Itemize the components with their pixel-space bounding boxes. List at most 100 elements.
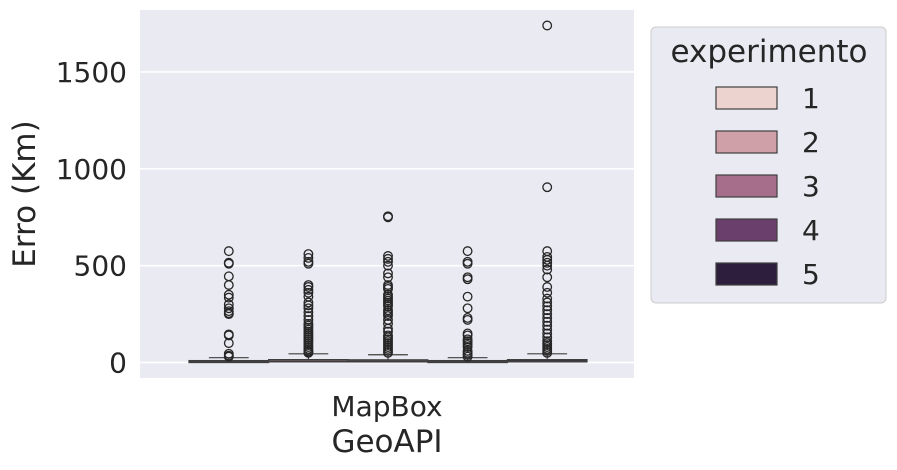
legend-swatch xyxy=(715,130,778,154)
outlier-point xyxy=(542,264,553,275)
outlier-point xyxy=(542,257,553,268)
outlier-point xyxy=(223,289,234,300)
outlier-point xyxy=(542,305,553,316)
outlier-point xyxy=(542,287,553,298)
outlier-point xyxy=(223,351,234,362)
legend: experimento 1 2 3 4 5 xyxy=(650,26,887,304)
outlier-point xyxy=(303,249,314,259)
y-tick-labels: 0 500 1000 1500 xyxy=(56,56,127,380)
outlier-point xyxy=(303,347,314,358)
legend-item-3: 3 xyxy=(715,170,820,203)
outlier-point xyxy=(462,303,473,314)
outlier-point xyxy=(383,260,393,271)
box-series-2 xyxy=(268,249,349,363)
boxes xyxy=(188,20,588,364)
legend-label: 1 xyxy=(802,82,820,115)
outlier-point xyxy=(462,258,473,269)
y-axis-title: Erro (Km) xyxy=(7,120,43,267)
outlier-point xyxy=(542,254,553,265)
box-series-1 xyxy=(188,246,270,364)
outlier-point xyxy=(462,342,473,352)
outlier-point xyxy=(383,311,393,321)
outlier-point xyxy=(542,320,553,331)
outlier-point xyxy=(542,282,553,292)
legend-swatch xyxy=(715,174,778,198)
legend-label: 5 xyxy=(802,258,820,291)
outlier-point xyxy=(542,182,553,193)
outlier-point xyxy=(303,314,314,325)
outlier-point xyxy=(462,351,473,362)
outlier-point xyxy=(383,212,393,223)
outlier-point xyxy=(303,297,314,308)
outlier-point xyxy=(223,258,234,269)
outlier-point xyxy=(462,314,473,325)
outlier-point xyxy=(383,268,393,279)
outlier-point xyxy=(303,307,314,318)
outlier-point xyxy=(303,284,314,295)
legend-item-5: 5 xyxy=(715,258,820,291)
outlier-point xyxy=(223,303,234,314)
outlier-point xyxy=(303,252,314,263)
outlier-point xyxy=(542,20,553,31)
legend-title: experimento xyxy=(670,34,867,70)
outlier-point xyxy=(223,309,234,320)
outlier-point xyxy=(542,313,553,323)
y-tick-label: 1500 xyxy=(56,56,127,89)
legend-frame xyxy=(650,26,887,304)
legend-swatch xyxy=(715,86,778,110)
outlier-point xyxy=(542,272,553,283)
outlier-point xyxy=(462,246,473,257)
outlier-point xyxy=(462,291,473,302)
box-series-5 xyxy=(506,20,588,363)
legend-items: 1 2 3 4 5 xyxy=(715,82,820,291)
outlier-point xyxy=(303,300,314,311)
outlier-point xyxy=(542,297,553,308)
outlier-point xyxy=(303,311,314,321)
y-tick-label: 1000 xyxy=(56,153,127,186)
outlier-point xyxy=(383,347,393,358)
outlier-point xyxy=(223,338,234,349)
outlier-point xyxy=(383,326,393,337)
box-series-4 xyxy=(427,246,508,364)
legend-item-2: 2 xyxy=(715,126,820,159)
outlier-point xyxy=(383,272,393,283)
x-axis-title: GeoAPI xyxy=(331,424,442,460)
outlier-point xyxy=(383,283,393,294)
legend-item-4: 4 xyxy=(715,214,820,247)
outlier-point xyxy=(542,328,553,339)
legend-item-1: 1 xyxy=(715,82,820,115)
outlier-point xyxy=(223,330,234,341)
outlier-point xyxy=(542,316,553,327)
outlier-point xyxy=(303,287,314,298)
plot-area xyxy=(140,10,634,378)
outlier-point xyxy=(462,330,473,341)
legend-swatch xyxy=(715,218,778,242)
outlier-point xyxy=(303,282,314,292)
legend-label: 2 xyxy=(802,126,820,159)
outlier-point xyxy=(542,324,553,335)
outlier-point xyxy=(223,246,234,257)
outlier-point xyxy=(542,309,553,320)
outlier-point xyxy=(383,253,393,264)
outlier-point xyxy=(383,251,393,261)
outlier-point xyxy=(542,260,553,271)
legend-label: 4 xyxy=(802,214,820,247)
outlier-point xyxy=(303,258,314,269)
x-category-label: MapBox xyxy=(331,390,442,423)
outlier-point xyxy=(542,293,553,304)
outlier-point xyxy=(462,274,473,285)
outlier-point xyxy=(303,303,314,314)
box-series-3 xyxy=(347,211,429,363)
outlier-point xyxy=(383,318,393,329)
outlier-point xyxy=(223,280,234,290)
outlier-point xyxy=(383,256,393,267)
outlier-point xyxy=(383,301,393,312)
outlier-point xyxy=(542,332,553,343)
y-tick-label: 0 xyxy=(109,347,127,380)
legend-swatch xyxy=(715,262,778,286)
outlier-point xyxy=(223,292,234,303)
y-tick-label: 500 xyxy=(74,250,127,283)
legend-label: 3 xyxy=(802,170,820,203)
outlier-point xyxy=(542,301,553,312)
